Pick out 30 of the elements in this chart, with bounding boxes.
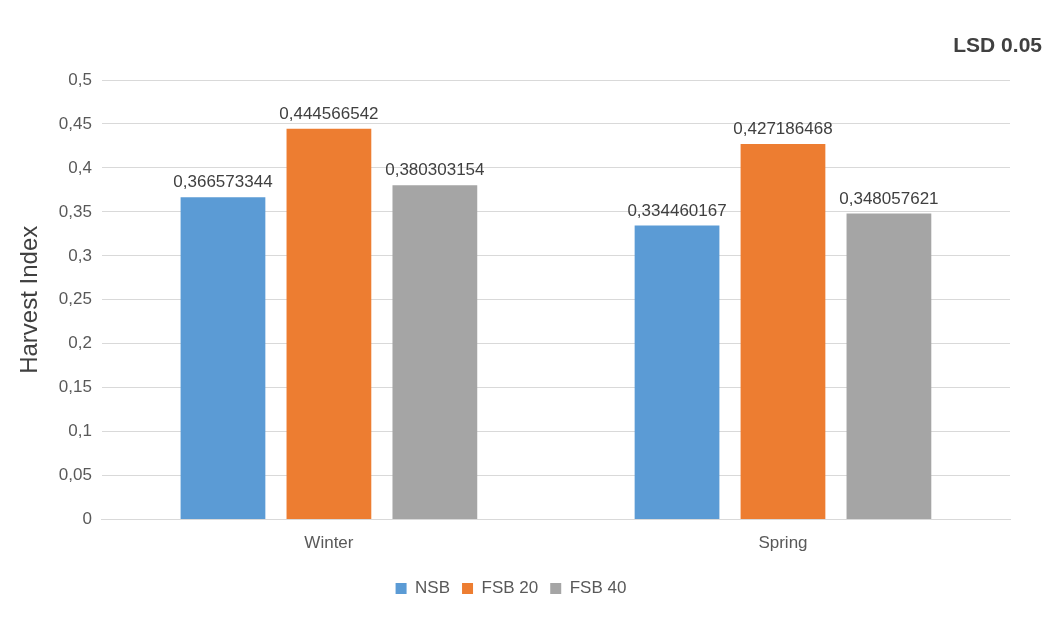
x-tick-label: Winter xyxy=(304,533,354,553)
y-tick-label: 0,25 xyxy=(58,289,92,309)
legend-label: FSB 20 xyxy=(481,578,539,598)
data-label: 0,348057621 xyxy=(839,188,939,208)
y-tick-label: 0,45 xyxy=(58,113,92,133)
legend-label: NSB xyxy=(415,578,451,598)
x-tick-label: Spring xyxy=(758,533,808,553)
y-tick-label: 0,05 xyxy=(58,465,92,485)
data-label: 0,444566542 xyxy=(279,103,379,123)
y-tick-label: 0,2 xyxy=(68,333,92,353)
text: LSD 0.05 xyxy=(953,33,1043,57)
y-tick-label: 0,5 xyxy=(68,69,92,89)
data-label: 0,427186468 xyxy=(733,119,833,139)
y-tick-label: 0 xyxy=(82,509,92,529)
data-label: 0,334460167 xyxy=(627,200,727,220)
y-tick-label: 0,15 xyxy=(58,377,92,397)
y-axis-title: Harvest Index xyxy=(15,225,43,374)
y-tick-label: 0,35 xyxy=(58,201,92,221)
data-label: 0,380303154 xyxy=(385,160,485,180)
legend-label: FSB 40 xyxy=(569,578,627,598)
data-label: 0,366573344 xyxy=(173,172,273,192)
bar xyxy=(180,197,266,520)
bar xyxy=(634,225,720,520)
y-tick-label: 0,3 xyxy=(68,245,92,265)
y-tick-label: 0,4 xyxy=(68,157,92,177)
bar xyxy=(740,144,826,520)
bar xyxy=(286,128,372,520)
bar xyxy=(392,185,478,520)
y-tick-label: 0,1 xyxy=(68,421,92,441)
bar xyxy=(846,213,932,520)
